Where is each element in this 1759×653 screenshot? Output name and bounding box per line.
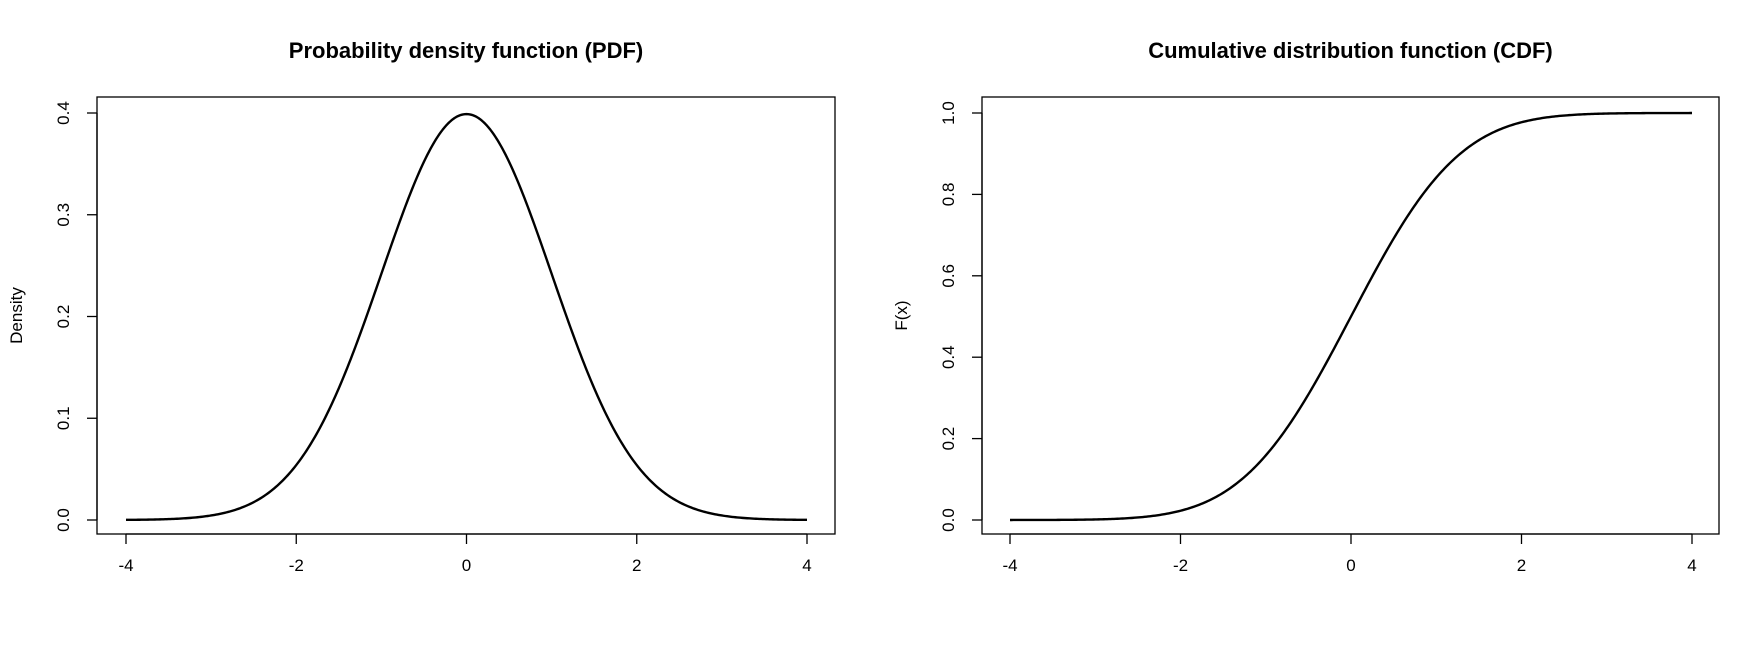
cdf-curve [1010,111,1692,522]
cdf-y-axis: 0.0 0.2 0.4 0.6 0.8 1.0 [939,101,983,532]
x-tick-label: 0 [1346,556,1355,575]
y-tick-label: 0.4 [54,101,73,125]
x-tick-label: 2 [632,556,641,575]
y-tick-label: 1.0 [939,101,958,125]
x-tick-label: -2 [289,556,304,575]
y-tick-label: 0.3 [54,203,73,227]
cdf-title: Cumulative distribution function (CDF) [1148,38,1553,63]
x-tick-label: 4 [1687,556,1696,575]
y-tick-label: 0.6 [939,264,958,288]
cdf-panel: Cumulative distribution function (CDF) F… [892,38,1720,575]
pdf-curve [125,112,808,522]
x-tick-label: -4 [1002,556,1017,575]
pdf-title: Probability density function (PDF) [289,38,643,63]
y-tick-label: 0.4 [939,345,958,369]
cdf-y-axis-label: F(x) [892,300,911,330]
x-tick-label: -2 [1173,556,1188,575]
y-tick-label: 0.0 [939,508,958,532]
pdf-plot-frame [96,96,836,535]
x-tick-label: -4 [118,556,133,575]
pdf-panel: Probability density function (PDF) Densi… [7,38,836,575]
x-tick-label: 4 [802,556,811,575]
pdf-y-axis: 0.0 0.1 0.2 0.3 0.4 [54,101,98,532]
cdf-x-axis: -4 -2 0 2 4 [1002,533,1697,575]
y-tick-label: 0.0 [54,508,73,532]
y-tick-label: 0.8 [939,183,958,207]
x-tick-label: 0 [462,556,471,575]
pdf-y-axis-label: Density [7,287,26,344]
y-tick-label: 0.1 [54,406,73,430]
x-tick-label: 2 [1517,556,1526,575]
pdf-x-axis: -4 -2 0 2 4 [118,533,812,575]
y-tick-label: 0.2 [54,305,73,329]
y-tick-label: 0.2 [939,427,958,451]
